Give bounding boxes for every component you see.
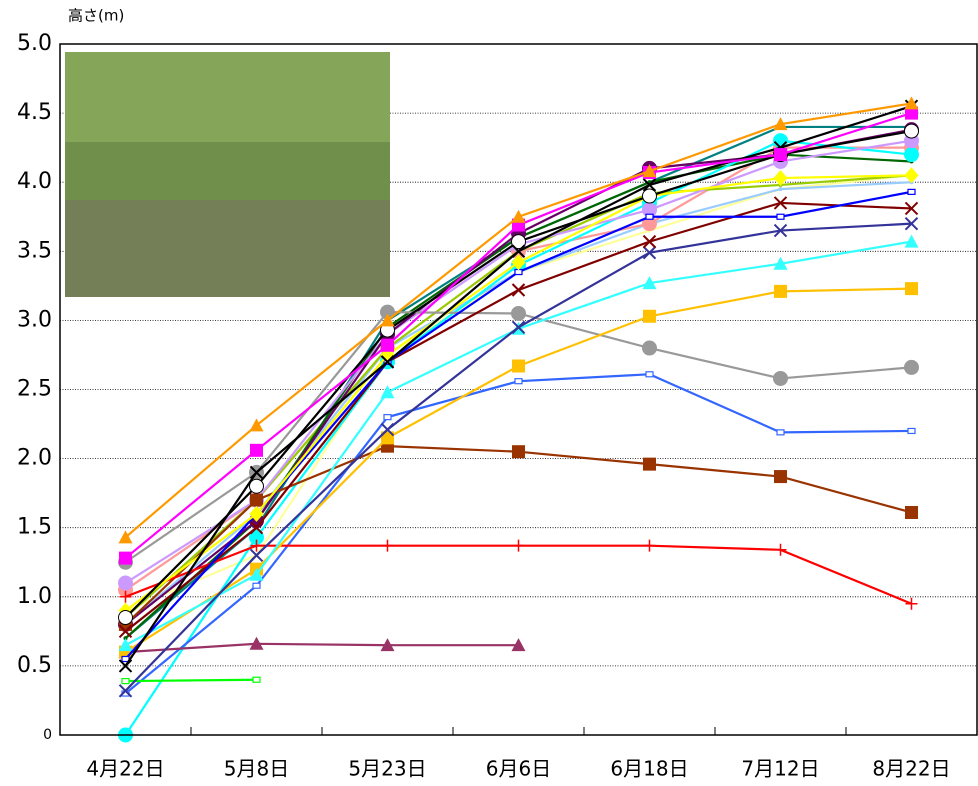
point — [777, 214, 784, 219]
x-tick-label: 7月12日 — [741, 757, 819, 781]
x-tick-label: 8月22日 — [872, 757, 950, 781]
series — [119, 235, 919, 652]
x-tick-label: 6月18日 — [610, 757, 688, 781]
y-tick-label: 3.0 — [17, 307, 52, 332]
x-tick-label: 4月22日 — [86, 757, 164, 781]
point — [381, 339, 394, 352]
y-tick-label: 3.5 — [17, 238, 52, 263]
point — [643, 310, 656, 323]
point — [908, 189, 915, 194]
y-axis-title: 高さ(m) — [68, 7, 124, 25]
y-tick-label: 4.5 — [17, 100, 52, 125]
y-tick-label: 1.5 — [17, 515, 52, 540]
point — [905, 167, 919, 183]
point — [644, 540, 656, 552]
y-tick-label: 1.0 — [17, 584, 52, 609]
point — [905, 506, 918, 519]
series — [119, 282, 918, 658]
point — [119, 552, 132, 565]
point — [253, 677, 260, 682]
x-tick-label: 5月23日 — [348, 757, 426, 781]
point — [119, 576, 133, 590]
point — [513, 284, 525, 296]
photo-sky-band — [65, 52, 390, 142]
point — [906, 598, 918, 610]
y-tick-label: 2.0 — [17, 446, 52, 471]
y-tick-label: 4.0 — [17, 169, 52, 194]
point — [381, 385, 395, 398]
series-line — [126, 242, 912, 646]
point — [646, 214, 653, 219]
y-tick-label: 0 — [43, 727, 52, 743]
point — [515, 379, 522, 384]
series-line — [126, 680, 257, 681]
point — [512, 360, 525, 373]
point — [905, 148, 919, 162]
point — [384, 415, 391, 420]
point — [513, 540, 525, 552]
point — [382, 540, 394, 552]
x-tick-label: 6月6日 — [486, 757, 551, 781]
point — [512, 210, 526, 223]
point — [122, 679, 129, 684]
point — [774, 371, 788, 385]
point — [905, 124, 919, 138]
point — [512, 445, 525, 458]
point — [250, 444, 263, 457]
x-tick-label: 5月8日 — [224, 757, 289, 781]
point — [905, 235, 919, 248]
point — [250, 494, 263, 507]
point — [905, 360, 919, 374]
point — [119, 638, 133, 651]
point — [646, 372, 653, 377]
point — [774, 285, 787, 298]
photo-ground — [65, 200, 390, 297]
point — [643, 341, 657, 355]
point — [774, 148, 787, 161]
point — [512, 306, 526, 320]
y-tick-label: 5.0 — [17, 31, 52, 56]
point — [905, 282, 918, 295]
point — [905, 96, 919, 109]
y-tick-label: 0.5 — [17, 653, 52, 678]
point — [253, 583, 260, 588]
point — [777, 430, 784, 435]
chart: 高さ(m) 0 0.5 1.0 1.5 2.0 2.5 3.0 3.5 4.0 4.5 5.0 4月2… — [0, 0, 978, 786]
y-tick-label: 2.5 — [17, 377, 52, 402]
point — [643, 458, 656, 471]
point — [774, 470, 787, 483]
point — [119, 611, 133, 625]
point — [908, 428, 915, 433]
series-line — [126, 546, 912, 604]
point — [775, 544, 787, 556]
point — [779, 187, 783, 191]
point — [644, 236, 656, 248]
